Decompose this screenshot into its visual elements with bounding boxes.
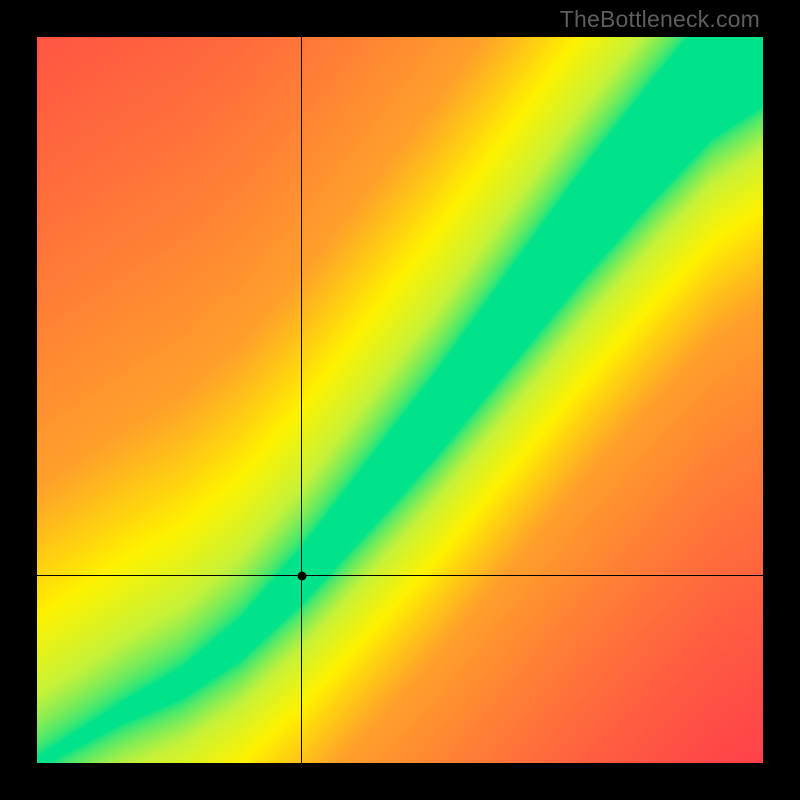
crosshair-vertical <box>301 37 302 763</box>
crosshair-horizontal <box>37 575 763 576</box>
crosshair-marker <box>297 571 306 580</box>
heatmap-canvas <box>37 37 763 763</box>
watermark-label: TheBottleneck.com <box>560 6 760 33</box>
chart-frame: TheBottleneck.com <box>0 0 800 800</box>
